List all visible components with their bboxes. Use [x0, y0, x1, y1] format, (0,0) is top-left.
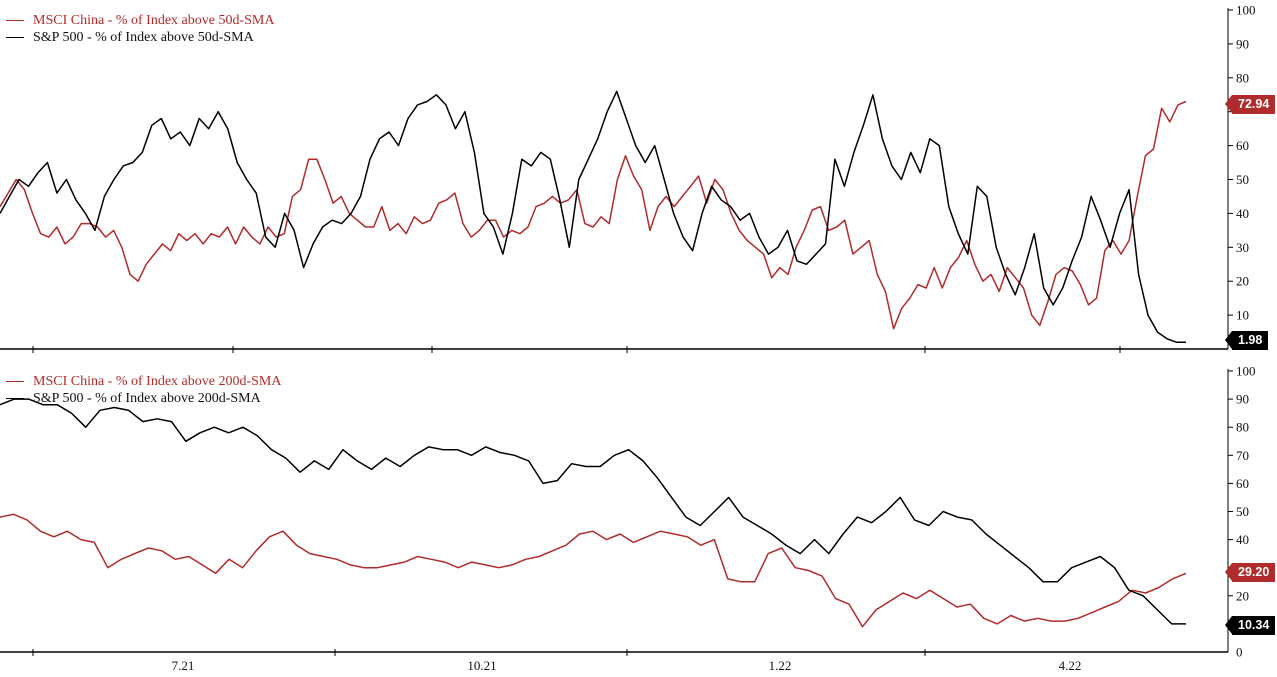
bottom-y-tick-label: 100 [1236, 364, 1256, 379]
legend-entry-china: MSCI China - % of Index above 200d-SMA [6, 373, 281, 390]
top-y-tick-label: 60 [1236, 138, 1249, 153]
legend-swatch-china [6, 20, 24, 21]
legend-swatch-sp500 [6, 398, 24, 399]
top-y-tick-label: 100 [1236, 3, 1256, 18]
top-y-tick-label: 90 [1236, 36, 1249, 51]
top-y-tick-label: 40 [1236, 206, 1249, 221]
last-value-tag-sp500-50d: 1.98 [1224, 331, 1269, 350]
legend-entry-china: MSCI China - % of Index above 50d-SMA [6, 12, 274, 29]
legend-label-china: MSCI China - % of Index above 200d-SMA [33, 373, 282, 389]
top-chart-legend: MSCI China - % of Index above 50d-SMA S&… [6, 12, 274, 46]
legend-swatch-sp500 [6, 37, 24, 38]
bottom-chart-legend: MSCI China - % of Index above 200d-SMA S… [6, 373, 281, 407]
legend-label-china: MSCI China - % of Index above 50d-SMA [33, 12, 275, 28]
top-y-tick-label: 20 [1236, 274, 1249, 289]
bottom-series-line-sp500 [0, 398, 1186, 625]
top-y-tick-label: 80 [1236, 70, 1249, 85]
top-series-line-china [0, 100, 1187, 330]
legend-label-sp500: S&P 500 - % of Index above 200d-SMA [33, 390, 261, 406]
legend-swatch-china [6, 381, 24, 382]
x-tick-label: 10.21 [467, 658, 496, 673]
bottom-y-tick-label: 50 [1236, 504, 1249, 519]
bottom-y-tick-label: 90 [1236, 392, 1249, 407]
last-value-tag-china-200d: 29.20 [1224, 563, 1276, 582]
x-tick-label: 7.21 [172, 658, 195, 673]
x-tick-label: 1.22 [769, 658, 792, 673]
bottom-y-tick-label: 80 [1236, 420, 1249, 435]
legend-entry-sp500: S&P 500 - % of Index above 200d-SMA [6, 390, 281, 407]
top-series-line-sp500 [0, 90, 1186, 343]
last-value-tag-sp500-200d: 10.34 [1224, 616, 1276, 635]
bottom-y-tick-label: 40 [1236, 532, 1249, 547]
bottom-y-tick-label: 20 [1236, 588, 1249, 603]
legend-label-sp500: S&P 500 - % of Index above 50d-SMA [33, 29, 254, 45]
bottom-y-tick-label: 0 [1236, 645, 1243, 660]
top-y-tick-label: 10 [1236, 308, 1249, 323]
bottom-series-line-china [0, 513, 1187, 628]
top-y-tick-label: 50 [1236, 172, 1249, 187]
bottom-y-tick-label: 70 [1236, 448, 1249, 463]
last-value-tag-china-50d: 72.94 [1224, 95, 1276, 114]
bottom-y-tick-label: 60 [1236, 476, 1249, 491]
legend-entry-sp500: S&P 500 - % of Index above 50d-SMA [6, 29, 274, 46]
x-tick-label: 4.22 [1059, 658, 1082, 673]
top-y-tick-label: 30 [1236, 240, 1249, 255]
